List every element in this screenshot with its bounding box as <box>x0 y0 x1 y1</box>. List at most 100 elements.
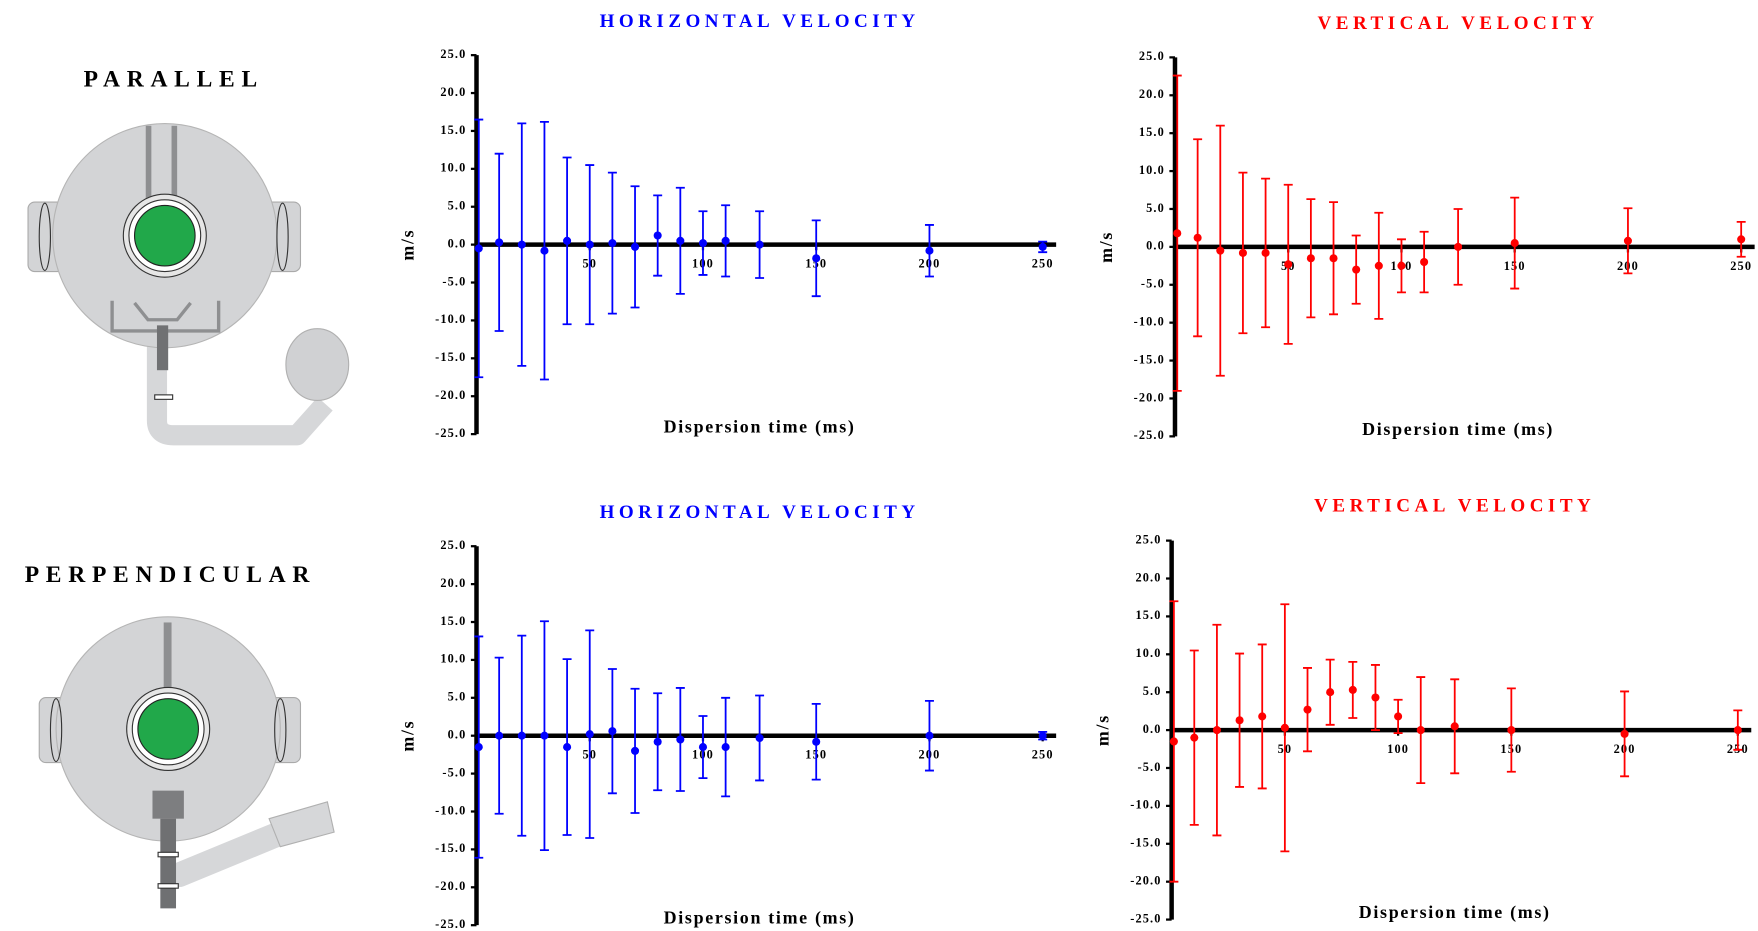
y-tick-label: 0.0 <box>448 728 467 742</box>
y-tick-label: -10.0 <box>1130 798 1161 812</box>
data-point <box>1394 712 1403 721</box>
x-tick-label: 250 <box>1730 259 1752 273</box>
data-point <box>1238 248 1247 257</box>
y-tick-label: 10.0 <box>1139 163 1165 177</box>
y-tick-label: -20.0 <box>435 388 466 402</box>
data-point <box>1306 254 1315 263</box>
y-tick-label: 15.0 <box>1135 608 1161 622</box>
y-tick-label: -15.0 <box>1130 836 1161 850</box>
y-axis-label: m/s <box>397 720 417 752</box>
data-point <box>1173 229 1182 238</box>
y-tick-label: -25.0 <box>1134 428 1165 442</box>
data-point <box>698 743 708 752</box>
data-point <box>1374 261 1383 270</box>
data-point <box>1733 726 1742 735</box>
data-point <box>1212 726 1221 735</box>
y-tick-label: -20.0 <box>1130 874 1161 888</box>
y-tick-label: 15.0 <box>440 614 466 628</box>
y-tick-label: -5.0 <box>442 765 466 779</box>
y-tick-label: 20.0 <box>1139 87 1165 101</box>
data-point <box>653 737 662 746</box>
data-point <box>474 743 483 752</box>
y-tick-label: 5.0 <box>448 199 467 213</box>
y-tick-label: -25.0 <box>435 917 466 931</box>
data-point <box>474 244 483 253</box>
y-tick-label: 5.0 <box>448 690 467 704</box>
y-tick-label: -5.0 <box>1138 760 1162 774</box>
panel-label: PARALLEL <box>84 66 264 92</box>
data-point <box>585 730 594 739</box>
y-tick-label: -10.0 <box>435 803 466 817</box>
chart-title: HORIZONTAL VELOCITY <box>600 11 920 32</box>
data-point <box>1280 723 1289 732</box>
data-point <box>653 231 662 240</box>
data-point <box>608 239 617 248</box>
data-point <box>630 242 640 251</box>
y-axis-label: m/s <box>1092 714 1112 746</box>
chart-title: VERTICAL VELOCITY <box>1314 495 1595 516</box>
y-tick-label: -10.0 <box>1134 314 1165 328</box>
data-point <box>1416 726 1425 735</box>
y-tick-label: 20.0 <box>440 576 466 590</box>
device-illustration <box>38 616 335 909</box>
data-point <box>925 246 934 255</box>
y-tick-label: -20.0 <box>1134 390 1165 404</box>
data-point <box>812 737 821 746</box>
x-tick-label: 250 <box>1032 257 1054 271</box>
data-point <box>812 254 821 263</box>
x-axis-label: Dispersion time (ms) <box>664 417 856 438</box>
data-point <box>1038 242 1047 251</box>
data-point <box>1352 265 1361 274</box>
y-tick-label: -15.0 <box>435 841 466 855</box>
data-point <box>540 731 549 740</box>
y-tick-label: -25.0 <box>1130 911 1161 925</box>
data-point <box>676 236 685 245</box>
data-point <box>1169 737 1178 746</box>
chart-title: HORIZONTAL VELOCITY <box>600 502 920 523</box>
y-tick-label: 25.0 <box>440 538 466 552</box>
data-point <box>1397 261 1406 270</box>
data-point <box>1510 239 1519 248</box>
y-tick-label: 0.0 <box>1143 722 1162 736</box>
y-tick-label: 20.0 <box>440 85 466 99</box>
x-tick-label: 100 <box>1387 742 1409 756</box>
x-tick-label: 250 <box>1032 748 1054 762</box>
data-point <box>495 238 504 247</box>
data-point <box>517 240 526 249</box>
x-axis-label: Dispersion time (ms) <box>664 908 856 929</box>
data-point <box>1303 705 1312 714</box>
y-tick-label: -10.0 <box>435 312 466 326</box>
data-point <box>1507 726 1516 735</box>
y-tick-label: 5.0 <box>1146 201 1165 215</box>
data-point <box>517 731 526 740</box>
data-point <box>1038 731 1047 740</box>
data-point <box>1329 254 1338 263</box>
y-tick-label: -25.0 <box>435 426 466 440</box>
data-point <box>1216 246 1225 255</box>
x-axis-label: Dispersion time (ms) <box>1359 902 1551 923</box>
y-tick-label: 25.0 <box>440 47 466 61</box>
data-point <box>676 735 685 744</box>
y-tick-label: 0.0 <box>448 236 467 250</box>
data-point <box>1235 716 1244 725</box>
data-point <box>1371 693 1380 702</box>
data-point <box>1284 260 1293 269</box>
data-point <box>925 731 934 740</box>
data-point <box>721 743 730 752</box>
device-illustration <box>27 122 350 446</box>
data-point <box>698 239 708 248</box>
data-point <box>1261 248 1270 257</box>
data-point <box>630 746 640 755</box>
data-point <box>608 727 617 736</box>
chart-title: VERTICAL VELOCITY <box>1318 13 1599 34</box>
y-tick-label: -5.0 <box>1141 277 1165 291</box>
data-point <box>1737 235 1746 244</box>
data-point <box>721 236 730 245</box>
data-point <box>755 240 764 249</box>
data-point <box>1450 722 1459 731</box>
y-tick-label: 10.0 <box>440 652 466 666</box>
data-point <box>585 240 594 249</box>
y-axis-label: m/s <box>1096 231 1116 263</box>
y-axis-label: m/s <box>397 229 417 261</box>
